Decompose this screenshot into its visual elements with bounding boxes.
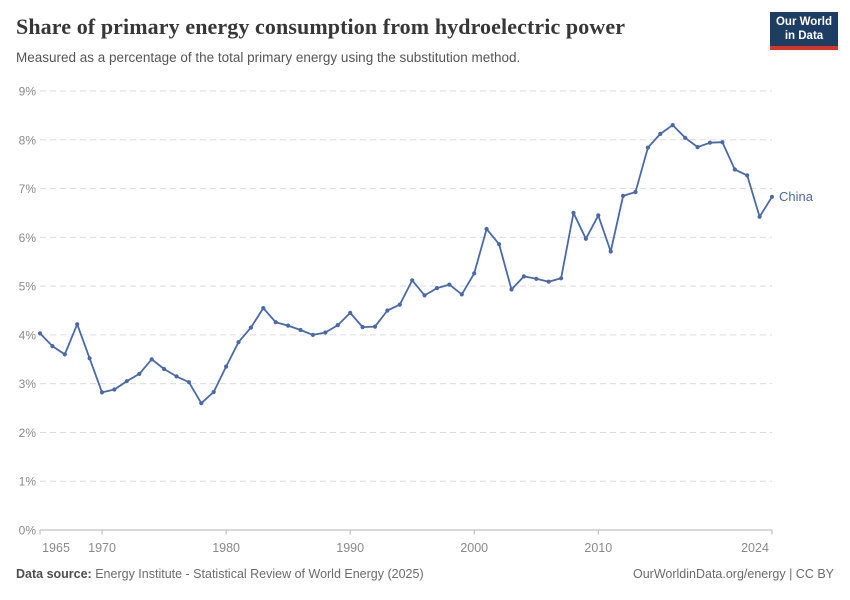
data-point	[62, 352, 67, 357]
data-point	[695, 145, 700, 150]
data-point	[174, 374, 179, 379]
x-axis-labels: 1965 1970 1980 1990 2000 2010 2024	[42, 541, 769, 555]
data-source-label: Data source:	[16, 567, 92, 581]
x-tick-label: 2000	[460, 541, 488, 555]
page-title: Share of primary energy consumption from…	[16, 14, 626, 39]
data-point	[360, 325, 365, 330]
data-point	[745, 173, 750, 178]
data-point	[720, 140, 725, 145]
data-point	[670, 123, 675, 128]
data-point	[335, 323, 340, 328]
data-point	[472, 271, 477, 276]
data-point	[248, 325, 253, 330]
data-point	[447, 282, 452, 287]
data-point	[99, 390, 105, 395]
y-tick-label: 9%	[19, 85, 37, 99]
data-point	[397, 302, 402, 307]
data-point	[497, 242, 502, 247]
x-tick-label: 1970	[88, 541, 116, 555]
y-tick-label: 6%	[19, 231, 37, 245]
data-point	[509, 287, 514, 292]
data-point	[372, 324, 378, 329]
x-axis	[39, 529, 773, 535]
data-point	[124, 379, 129, 384]
data-point	[149, 357, 154, 362]
data-point	[707, 140, 713, 145]
credit-link[interactable]: OurWorldinData.org/energy | CC BY	[632, 567, 834, 581]
data-point	[37, 331, 43, 336]
data-point	[236, 340, 241, 345]
x-tick-label: 1980	[212, 541, 240, 555]
data-point	[633, 189, 638, 195]
page-subtitle: Measured as a percentage of the total pr…	[16, 50, 521, 65]
data-point	[112, 387, 117, 392]
data-point	[608, 249, 613, 254]
data-point	[348, 310, 353, 315]
data-point	[286, 323, 291, 328]
data-source: Data source: Energy Institute - Statisti…	[16, 567, 424, 581]
y-tick-label: 1%	[19, 475, 37, 489]
data-point	[224, 364, 229, 369]
y-tick-label: 4%	[19, 328, 37, 342]
data-point	[75, 322, 80, 327]
data-point	[199, 401, 204, 406]
data-point	[683, 135, 688, 140]
data-point	[261, 306, 266, 311]
data-point	[410, 278, 415, 283]
data-source-text: Energy Institute - Statistical Review of…	[95, 567, 424, 581]
chart-footer: Data source: Energy Institute - Statisti…	[16, 567, 834, 581]
data-point	[484, 226, 489, 232]
data-point	[769, 194, 775, 199]
data-point	[645, 145, 651, 150]
data-point	[459, 292, 464, 297]
data-point	[434, 286, 440, 291]
y-tick-label: 2%	[19, 426, 37, 440]
data-point	[621, 193, 626, 198]
data-point	[583, 236, 589, 241]
data-point	[273, 320, 278, 325]
x-tick-label: 2024	[741, 541, 769, 555]
x-tick-label: 2010	[584, 541, 612, 555]
data-point	[87, 356, 92, 361]
series-line	[39, 124, 773, 405]
y-tick-label: 3%	[19, 377, 37, 391]
data-point	[298, 327, 303, 333]
data-point	[211, 389, 216, 395]
x-tick-label: 1990	[336, 541, 364, 555]
data-point	[546, 279, 551, 284]
data-point	[162, 366, 167, 372]
y-axis-labels: 0% 1% 2% 3% 4% 5% 6% 7% 8% 9%	[19, 85, 37, 538]
y-tick-label: 7%	[19, 182, 37, 196]
owid-logo-line2: in Data	[784, 30, 824, 42]
data-point	[50, 344, 55, 349]
data-point	[596, 213, 601, 218]
y-tick-label: 0%	[19, 524, 37, 538]
data-point	[385, 308, 390, 313]
data-point	[658, 131, 663, 136]
series-label: China	[779, 189, 814, 204]
y-tick-label: 8%	[19, 133, 37, 147]
data-point	[137, 371, 142, 376]
data-point	[186, 380, 191, 385]
data-point	[323, 330, 328, 335]
data-point	[310, 332, 315, 337]
series-china[interactable]: China	[37, 123, 814, 406]
data-point	[422, 293, 427, 298]
data-point	[521, 274, 527, 279]
data-point	[757, 214, 762, 219]
owid-logo-line1: Our World	[775, 15, 832, 28]
x-tick-label: 1965	[42, 541, 70, 555]
gridlines	[40, 90, 772, 482]
data-point	[534, 276, 539, 281]
data-point	[559, 276, 564, 281]
owid-logo[interactable]: Our World in Data	[770, 12, 838, 50]
data-point	[571, 210, 576, 215]
data-point	[732, 167, 737, 172]
y-tick-label: 5%	[19, 280, 37, 294]
